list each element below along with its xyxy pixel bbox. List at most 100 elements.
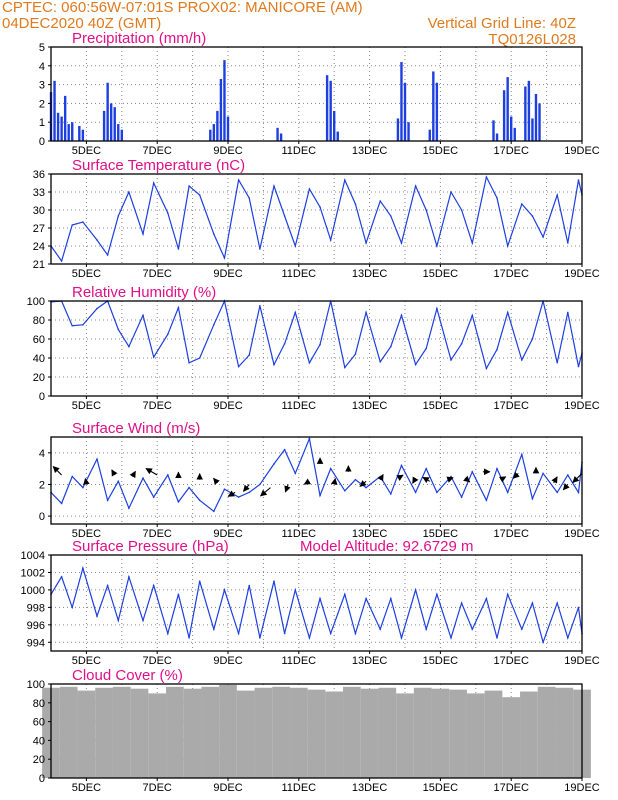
panel3-point-22 [308, 361, 311, 364]
panel3-point-9 [152, 356, 155, 358]
panel4-wind-arrow-10 [260, 487, 271, 497]
panel2-point-2 [71, 224, 74, 226]
panel2-point-39 [506, 245, 509, 247]
panel2-point-44 [567, 242, 569, 244]
panel1-bar-38 [510, 116, 513, 141]
panel1-bar-42 [531, 118, 534, 141]
panel6-xtick-label-1: 7DEC [143, 782, 172, 794]
panel5-series-line [50, 565, 583, 645]
panel2-point-43 [556, 194, 559, 196]
panel6-bar-13 [272, 686, 290, 778]
panel4-wind-arrow-2 [111, 469, 118, 477]
panel5-point-41 [531, 602, 534, 604]
panel3-ytick-label-0: 0 [39, 391, 45, 403]
panel3-ytick-label-2: 40 [33, 353, 45, 365]
header-date: 04DEC2020 40Z (GMT) [2, 15, 162, 32]
panel2-point-11 [177, 248, 180, 250]
panel4-point-2 [71, 475, 74, 478]
panel1-bar-44 [538, 103, 541, 141]
panel2-point-32 [425, 209, 428, 211]
panel5-point-31 [414, 589, 417, 591]
panel3-point-12 [188, 361, 190, 364]
panel5-xtick-label-7: 19DEC [564, 655, 600, 667]
panel6-ytick-label-5: 100 [27, 679, 45, 691]
panel5-point-30 [400, 637, 403, 639]
panel1-bar-39 [513, 127, 516, 141]
panel4-wind-arrow-3 [129, 470, 136, 479]
panel2-ytick-label-1: 24 [33, 241, 45, 253]
panel3-point-34 [450, 359, 452, 361]
panel4-wind-arrow-12 [303, 478, 312, 485]
panel2-point-15 [223, 257, 226, 259]
panel6-bar-28 [537, 686, 556, 778]
panel5-ytick-label-5: 1004 [21, 550, 45, 562]
panel5-xtick-label-6: 17DEC [493, 655, 529, 667]
panel2-point-5 [106, 254, 109, 256]
panel6-bar-2 [77, 690, 96, 778]
panel2-xtick-label-7: 19DEC [564, 268, 600, 280]
panel4-point-37 [485, 499, 488, 502]
panel3-point-33 [436, 307, 438, 310]
panel1-bar-1 [53, 80, 56, 141]
panel4-point-32 [425, 467, 428, 470]
panel5-xtick-label-4: 13DEC [352, 655, 388, 667]
panel1-bar-12 [113, 107, 116, 141]
panel2-point-21 [294, 245, 297, 247]
panel2-point-45 [577, 179, 580, 181]
panel5-point-19 [273, 580, 275, 582]
panel4-point-8 [142, 477, 144, 479]
panel1-bar-28 [400, 62, 403, 141]
panel1-xtick-label-6: 17DEC [493, 145, 529, 157]
panel5-point-11 [177, 593, 180, 596]
panel5-point-7 [128, 576, 130, 578]
panel4-point-22 [308, 437, 311, 440]
panel3-point-6 [117, 328, 120, 331]
panel3-point-17 [248, 354, 251, 356]
panel1-bar-9 [102, 110, 106, 141]
panel5-point-18 [259, 637, 261, 639]
panel1-bar-7 [78, 125, 81, 141]
panel2-ytick-label-3: 30 [33, 205, 45, 217]
panel4-point-39 [506, 491, 509, 494]
panel3-point-11 [177, 306, 180, 309]
panel6-xtick-label-0: 5DEC [72, 782, 101, 794]
panel5-point-29 [390, 597, 392, 600]
panel3-xtick-label-2: 9DEC [213, 400, 242, 412]
panel5-point-36 [471, 628, 474, 630]
panel2-series-line [50, 175, 583, 263]
panel3-xtick-label-4: 13DEC [352, 400, 388, 412]
panel3-point-2 [71, 324, 74, 327]
panel5-point-38 [496, 637, 498, 639]
panel5-point-32 [425, 628, 428, 630]
panel1-xtick-label-4: 13DEC [352, 145, 388, 157]
panel5-point-42 [542, 641, 544, 644]
panel6-bar-7 [166, 686, 184, 778]
panel1-bar-15 [209, 129, 212, 141]
panel5-point-27 [365, 597, 367, 600]
panel4-wind-arrow-18 [396, 474, 404, 481]
panel3-point-41 [531, 338, 534, 340]
panel1-bar-20 [226, 116, 230, 141]
panel6-bar-9 [201, 686, 220, 778]
panel2-point-37 [485, 176, 488, 178]
panel4-point-20 [283, 448, 286, 451]
panel6-ytick-label-4: 80 [33, 698, 45, 710]
panel4-xtick-label-6: 17DEC [493, 528, 529, 540]
panel1-bar-18 [219, 78, 223, 141]
panel4-wind-arrow-4 [145, 467, 158, 476]
panel1-xtick-label-3: 11DEC [281, 145, 316, 157]
panel3-xtick-label-0: 5DEC [72, 400, 101, 412]
panel5-point-33 [436, 593, 438, 596]
panel1-bar-11 [109, 103, 113, 141]
panel2-point-22 [308, 188, 311, 190]
panel1-bar-5 [67, 124, 70, 141]
panel1-bar-31 [428, 129, 431, 141]
panel3-point-32 [425, 347, 428, 350]
panel4-point-1 [60, 502, 63, 505]
panel4-point-38 [496, 467, 498, 470]
panel2-point-24 [329, 239, 332, 241]
panel6-bar-3 [95, 687, 113, 778]
panel4-point-12 [188, 486, 190, 489]
panel2-point-30 [400, 242, 403, 244]
